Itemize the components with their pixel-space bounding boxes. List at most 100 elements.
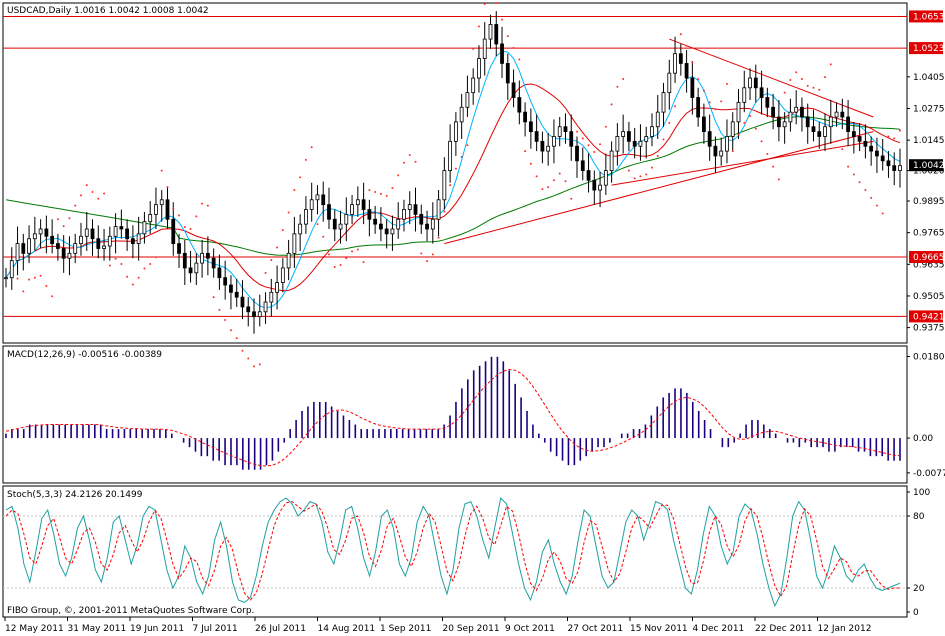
candle-body [834, 111, 839, 118]
sar-dot [356, 248, 359, 251]
sar-dot [201, 202, 204, 205]
sar-dot [749, 115, 752, 118]
sar-dot [408, 153, 411, 156]
sar-dot [351, 250, 354, 253]
price-y-tick-label: 1.0275 [913, 104, 945, 114]
trend-line [611, 140, 874, 186]
price-plot [3, 2, 907, 368]
sar-dot [777, 178, 780, 181]
candle-body [742, 87, 747, 103]
candle-body [286, 252, 291, 269]
sar-dot [51, 295, 54, 298]
candle-body [442, 170, 447, 201]
sar-dot [368, 189, 371, 192]
candle-body [869, 145, 874, 152]
sar-dot [143, 267, 146, 270]
candle-body [753, 77, 758, 89]
sar-dot [426, 260, 429, 263]
sar-dot [189, 228, 192, 230]
sar-dot [166, 186, 169, 189]
sar-dot [547, 186, 550, 189]
sar-dot [506, 35, 509, 38]
candle-body [436, 199, 441, 220]
sar-dot [645, 173, 648, 176]
candle-body [621, 131, 626, 137]
sar-dot [535, 175, 538, 178]
candle-body [453, 121, 458, 142]
sar-dot [391, 187, 394, 190]
candle-body [113, 226, 118, 237]
candle-body [298, 223, 303, 235]
sar-dot [697, 78, 700, 81]
candle-body [27, 238, 31, 254]
sar-dot [766, 153, 769, 156]
sar-dot [62, 225, 65, 228]
sar-dot [131, 283, 134, 286]
sar-dot [149, 263, 152, 266]
sar-dot [858, 181, 861, 184]
candle-body [800, 106, 804, 118]
sar-dot [495, 2, 498, 5]
sar-dot [212, 296, 215, 299]
sar-dot [466, 144, 469, 147]
price-y-tick-label: 0.9895 [913, 197, 945, 207]
sar-dot [229, 329, 232, 332]
price-caption: USDCAD,Daily 1.0016 1.0042 1.0008 1.0042 [7, 6, 209, 16]
sar-dot [685, 44, 688, 47]
candle-body [725, 136, 729, 152]
sar-dot [650, 166, 653, 169]
sar-dot [864, 189, 867, 192]
macd-y-tick-label: -0.0077 [913, 469, 945, 479]
sar-dot [241, 349, 244, 352]
x-axis-date-label: 7 Jul 2011 [193, 624, 238, 634]
candle-body [44, 228, 49, 237]
sar-dot [754, 127, 757, 130]
candle-body [205, 252, 210, 259]
sar-dot [195, 215, 198, 218]
sar-dot [472, 47, 475, 50]
candle-body [580, 160, 585, 171]
candle-body [880, 155, 885, 162]
axes: 1.0405 1.0275 1.0145 1.0020 0.9895 0.9765 0.96… [4, 10, 945, 634]
candle-body [252, 311, 256, 318]
sar-dot [760, 140, 763, 143]
candle-body [413, 204, 418, 215]
price-y-tick-label: 0.9505 [913, 292, 945, 302]
sar-dot [79, 194, 82, 197]
sar-dot [385, 194, 388, 197]
trend-line [669, 38, 874, 118]
candle-body [229, 284, 233, 293]
candle-body [471, 77, 476, 94]
candle-body [765, 97, 770, 108]
last-price-label: 1.0042 [913, 161, 945, 171]
candle-body [73, 243, 78, 254]
copyright-text: FIBO Group, ©, 2001-2011 MetaQuotes Soft… [7, 606, 254, 616]
candle-body [327, 204, 331, 220]
sar-dot [183, 226, 186, 229]
candle-body [523, 111, 527, 123]
candle-body [246, 306, 251, 313]
level-price-tag [909, 251, 943, 263]
level-price-label: 0.9421 [913, 312, 945, 322]
macd-y-tick-label: 0.01806 [913, 353, 945, 363]
sar-dot [599, 143, 602, 146]
sar-dot [74, 204, 77, 207]
sar-dot [887, 135, 890, 138]
sar-dot [899, 129, 901, 132]
candle-body [563, 126, 568, 133]
candle-body [892, 165, 897, 171]
sar-dot [564, 180, 567, 183]
candle-body [217, 267, 222, 279]
candle-body [390, 228, 395, 235]
sar-dot [56, 218, 59, 221]
sar-dot [581, 137, 584, 140]
candle-body [223, 277, 228, 286]
sar-dot [172, 207, 175, 210]
sar-dot [795, 71, 798, 74]
sar-dot [322, 235, 325, 238]
candle-body [402, 209, 406, 220]
candle-body [367, 209, 372, 220]
candle-body [811, 126, 816, 133]
candle-body [384, 228, 389, 235]
